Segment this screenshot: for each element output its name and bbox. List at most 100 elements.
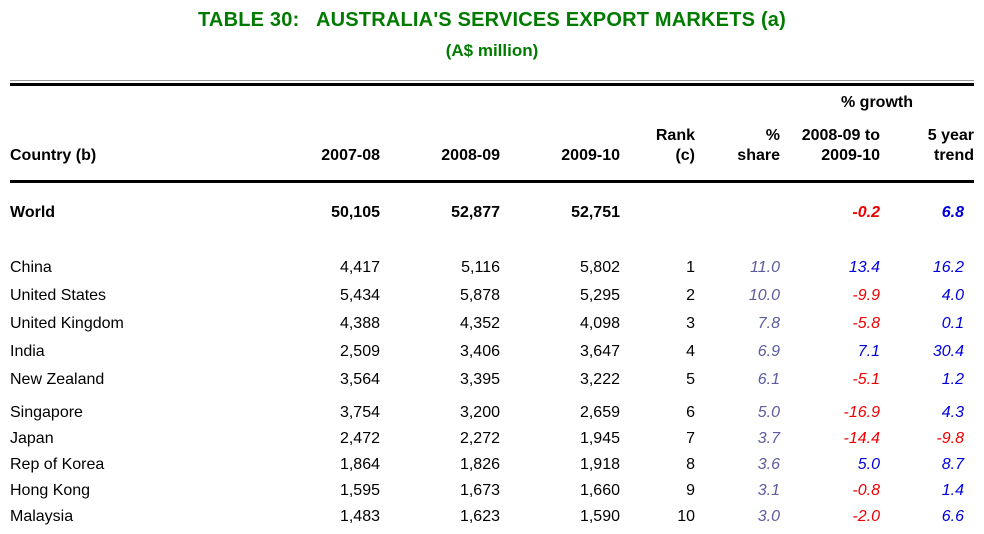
cell-country: New Zealand [10,370,105,388]
cell-share: 3.6 [757,455,780,473]
column-header-rank-line1: Rank [655,127,695,144]
column-header-share-line1: % [765,127,780,144]
spacer-row [10,226,974,254]
cell-country: Japan [10,429,54,447]
cell-share: 11.0 [750,258,780,276]
cell-2008-09: 1,826 [459,455,500,473]
cell-2007-08: 2,509 [339,342,380,360]
cell-2008-09: 2,272 [459,429,500,447]
cell-2009-10: 1,590 [579,507,620,525]
table-subtitle: (A$ million) [445,41,539,60]
cell-rank: 7 [686,429,695,447]
cell-2007-08: 4,417 [339,258,380,276]
group-header-row: % growth [10,86,974,118]
cell-rank: 6 [686,403,695,421]
cell-growth: -5.8 [852,314,880,332]
column-header-row: Country (b) 2007-08 2008-09 2009-10 Rank… [10,118,974,183]
cell-rank: 4 [686,342,695,360]
cell-2007-08: 3,754 [339,403,380,421]
cell-2007-08: 1,483 [339,507,380,525]
top-rule-thin-line [10,80,974,81]
column-header-growth: 2008-09 to 2009-10 [780,118,880,183]
table-row: India 2,509 3,406 3,647 4 6.9 7.1 30.4 [10,338,974,366]
cell-rank: 2 [686,286,695,304]
cell-share: 6.9 [757,342,780,360]
cell-share: 7.8 [757,314,780,332]
cell-2007-08: 5,434 [339,286,380,304]
growth-group-header: % growth [841,94,913,111]
cell-rank: 10 [677,507,695,525]
column-header-trend: 5 year trend [880,118,974,183]
cell-2008-09: 3,395 [459,370,500,388]
cell-2009-10: 3,647 [579,342,620,360]
cell-2008-09: 5,878 [459,286,500,304]
cell-trend: 1.2 [941,370,964,388]
cell-share: 3.0 [757,507,780,525]
cell-rank: 8 [686,455,695,473]
table-row: Hong Kong 1,595 1,673 1,660 9 3.1 -0.8 1… [10,478,974,504]
cell-country: United Kingdom [10,314,124,332]
group-header-empty [10,86,780,118]
cell-share: 3.1 [757,481,780,499]
cell-trend: 30.4 [932,342,964,360]
cell-rank [620,182,695,226]
table-row: Malaysia 1,483 1,623 1,590 10 3.0 -2.0 6… [10,504,974,530]
cell-trend: 16.2 [932,258,964,276]
cell-trend: 6.8 [941,203,964,221]
top-rule-thick-line [10,83,974,86]
cell-rank: 5 [686,370,695,388]
cell-2007-08: 2,472 [339,429,380,447]
cell-2007-08: 4,388 [339,314,380,332]
column-header-share: % share [695,118,780,183]
cell-2008-09: 4,352 [459,314,500,332]
cell-growth: 13.4 [848,258,880,276]
cell-2008-09: 1,673 [459,481,500,499]
column-header-growth-line1: 2008-09 to [801,127,880,144]
column-header-growth-line2: 2009-10 [821,147,880,164]
cell-share: 5.0 [757,403,780,421]
cell-2009-10: 4,098 [579,314,620,332]
table-row: China 4,417 5,116 5,802 1 11.0 13.4 16.2 [10,254,974,282]
column-header-2007-08: 2007-08 [240,118,380,183]
cell-2009-10: 3,222 [579,370,620,388]
cell-2008-09: 1,623 [459,507,500,525]
cell-share: 6.1 [757,370,780,388]
table-row: United States 5,434 5,878 5,295 2 10.0 -… [10,282,974,310]
table-title: TABLE 30: AUSTRALIA'S SERVICES EXPORT MA… [198,9,786,31]
cell-2009-10: 2,659 [579,403,620,421]
cell-share: 10.0 [748,286,780,304]
cell-country: Rep of Korea [10,455,105,473]
cell-country: Hong Kong [10,481,91,499]
cell-2009-10: 5,802 [579,258,620,276]
cell-2008-09: 52,877 [451,203,500,221]
cell-growth: 5.0 [857,455,880,473]
column-header-trend-line2: trend [934,147,974,164]
column-header-2009-10: 2009-10 [500,118,620,183]
cell-2007-08: 3,564 [339,370,380,388]
cell-country: China [10,258,52,276]
table-row: Japan 2,472 2,272 1,945 7 3.7 -14.4 -9.8 [10,426,974,452]
cell-2009-10: 5,295 [579,286,620,304]
world-row: World 50,105 52,877 52,751 -0.2 6.8 [10,182,974,226]
column-header-rank-line2: (c) [675,147,695,164]
cell-2009-10: 1,660 [579,481,620,499]
cell-growth: 7.1 [857,342,880,360]
cell-country: India [10,342,45,360]
table-row: New Zealand 3,564 3,395 3,222 5 6.1 -5.1… [10,366,974,394]
cell-rank: 3 [686,314,695,332]
cell-trend: 0.1 [941,314,964,332]
cell-2008-09: 3,406 [459,342,500,360]
cell-2009-10: 1,918 [579,455,620,473]
column-header-2008-09: 2008-09 [380,118,500,183]
services-export-table: % growth Country (b) 2007-08 2008-09 200… [10,86,974,530]
table-row: Singapore 3,754 3,200 2,659 6 5.0 -16.9 … [10,400,974,426]
cell-trend: 4.3 [941,403,964,421]
cell-trend: -9.8 [936,429,964,447]
cell-2009-10: 1,945 [579,429,620,447]
column-header-share-line2: share [737,147,780,164]
cell-2009-10: 52,751 [571,203,620,221]
table-row: United Kingdom 4,388 4,352 4,098 3 7.8 -… [10,310,974,338]
cell-growth: -16.9 [843,403,880,421]
cell-2007-08: 1,595 [339,481,380,499]
